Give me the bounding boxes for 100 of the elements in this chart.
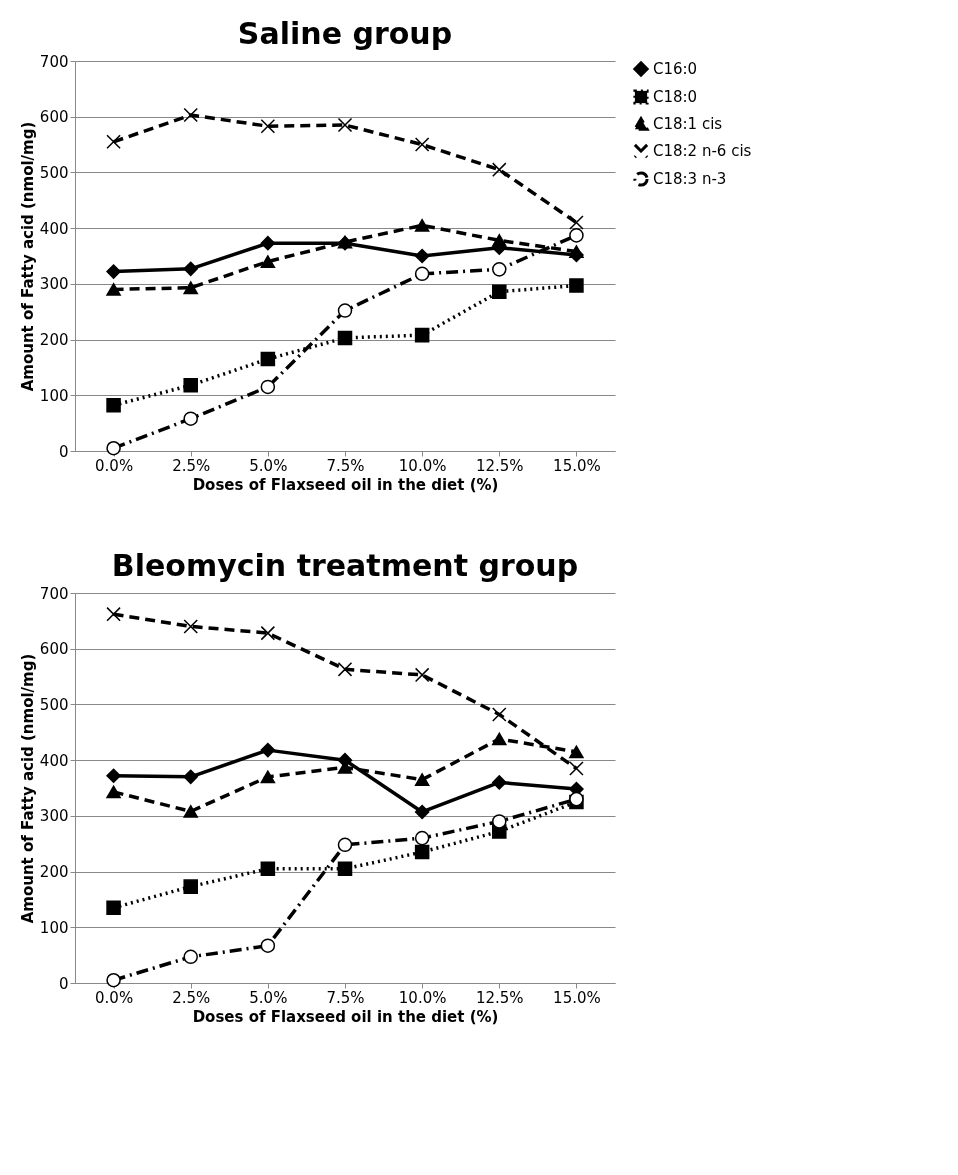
y-tick-label: 600 bbox=[39, 640, 69, 659]
x-tick-label: 5.0% bbox=[249, 988, 288, 1007]
y-tick-label: 600 bbox=[39, 108, 69, 127]
point bbox=[183, 281, 198, 295]
point bbox=[183, 261, 198, 277]
point bbox=[414, 327, 430, 343]
legend-label: C18:2 n-6 cis bbox=[653, 142, 752, 160]
point bbox=[260, 742, 276, 758]
legend-label: C18:1 cis bbox=[653, 115, 723, 133]
point bbox=[569, 278, 584, 293]
point bbox=[414, 804, 430, 820]
point bbox=[260, 351, 276, 367]
y-axis-title: Amount of Fatty acid (nmol/mg) bbox=[18, 653, 37, 924]
point bbox=[183, 769, 198, 785]
y-tick-label: 500 bbox=[39, 695, 69, 714]
x-tick-label: 0.0% bbox=[95, 456, 134, 475]
point bbox=[337, 861, 353, 877]
point bbox=[260, 770, 276, 784]
point bbox=[414, 248, 430, 264]
point bbox=[569, 761, 584, 776]
x-tick-label: 0.0% bbox=[95, 988, 134, 1007]
point bbox=[183, 619, 198, 634]
y-tick-label: 200 bbox=[39, 331, 69, 350]
point bbox=[183, 377, 198, 393]
x-tick-label: 15.0% bbox=[553, 988, 601, 1007]
x-tick-label: 15.0% bbox=[553, 456, 601, 475]
point bbox=[106, 440, 121, 456]
point bbox=[106, 606, 121, 622]
point bbox=[106, 134, 121, 150]
legend-label: C18:3 n-3 bbox=[653, 170, 727, 188]
point bbox=[492, 284, 507, 299]
x-tick-label: 7.5% bbox=[326, 456, 365, 475]
chart-title: Bleomycin treatment group bbox=[111, 548, 579, 583]
y-tick-label: 300 bbox=[39, 807, 69, 826]
point bbox=[569, 745, 584, 759]
x-tick-label: 2.5% bbox=[172, 988, 211, 1007]
y-tick-label: 700 bbox=[39, 52, 69, 71]
y-tick-label: 500 bbox=[39, 163, 69, 182]
y-tick-label: 700 bbox=[39, 584, 69, 603]
y-tick-label: 100 bbox=[39, 918, 69, 937]
point bbox=[106, 972, 121, 988]
point bbox=[106, 398, 121, 413]
point bbox=[183, 805, 198, 818]
point bbox=[492, 732, 507, 746]
x-axis-title: Doses of Flaxseed oil in the diet (%) bbox=[192, 475, 499, 494]
point bbox=[337, 330, 353, 346]
x-tick-label: 2.5% bbox=[172, 456, 211, 475]
x-tick-label: 12.5% bbox=[475, 988, 524, 1007]
point bbox=[414, 218, 430, 232]
point bbox=[337, 662, 353, 677]
point bbox=[414, 266, 430, 282]
point bbox=[106, 785, 121, 799]
point bbox=[106, 900, 121, 916]
point bbox=[414, 773, 430, 787]
point bbox=[414, 844, 430, 860]
point bbox=[492, 775, 507, 790]
point bbox=[492, 707, 507, 722]
point bbox=[183, 949, 198, 965]
point bbox=[260, 255, 276, 268]
point bbox=[337, 117, 353, 133]
legend-label: C18:0 bbox=[653, 88, 698, 106]
point bbox=[414, 667, 430, 683]
point bbox=[183, 879, 198, 894]
point bbox=[106, 283, 121, 296]
point bbox=[492, 262, 507, 277]
point bbox=[337, 837, 353, 853]
y-tick-label: 400 bbox=[39, 219, 69, 238]
x-tick-label: 10.0% bbox=[398, 988, 447, 1007]
point bbox=[414, 830, 430, 846]
point bbox=[569, 228, 584, 243]
point bbox=[260, 625, 276, 641]
y-axis-title: Amount of Fatty acid (nmol/mg) bbox=[18, 121, 37, 392]
point bbox=[260, 938, 276, 953]
x-tick-label: 7.5% bbox=[326, 988, 365, 1007]
point bbox=[492, 814, 507, 829]
point bbox=[183, 107, 198, 123]
point bbox=[106, 264, 121, 279]
x-tick-label: 10.0% bbox=[398, 456, 447, 475]
point bbox=[492, 162, 507, 177]
y-tick-label: 400 bbox=[39, 751, 69, 770]
point bbox=[569, 215, 584, 230]
point bbox=[106, 768, 121, 784]
legend-label: C16:0 bbox=[653, 60, 698, 78]
x-tick-label: 12.5% bbox=[475, 456, 524, 475]
x-tick-label: 5.0% bbox=[249, 456, 288, 475]
y-tick-label: 300 bbox=[39, 275, 69, 294]
point bbox=[414, 137, 430, 152]
y-tick-label: 0 bbox=[58, 974, 69, 993]
point bbox=[569, 245, 584, 258]
point bbox=[337, 303, 353, 318]
point bbox=[260, 118, 276, 134]
y-tick-label: 200 bbox=[39, 863, 69, 882]
point bbox=[260, 379, 276, 395]
point bbox=[260, 235, 276, 251]
y-tick-label: 0 bbox=[58, 442, 69, 461]
point bbox=[492, 234, 507, 247]
chart-title: Saline group bbox=[237, 16, 453, 51]
point bbox=[183, 411, 198, 426]
x-axis-title: Doses of Flaxseed oil in the diet (%) bbox=[192, 1007, 499, 1026]
point bbox=[260, 861, 276, 877]
